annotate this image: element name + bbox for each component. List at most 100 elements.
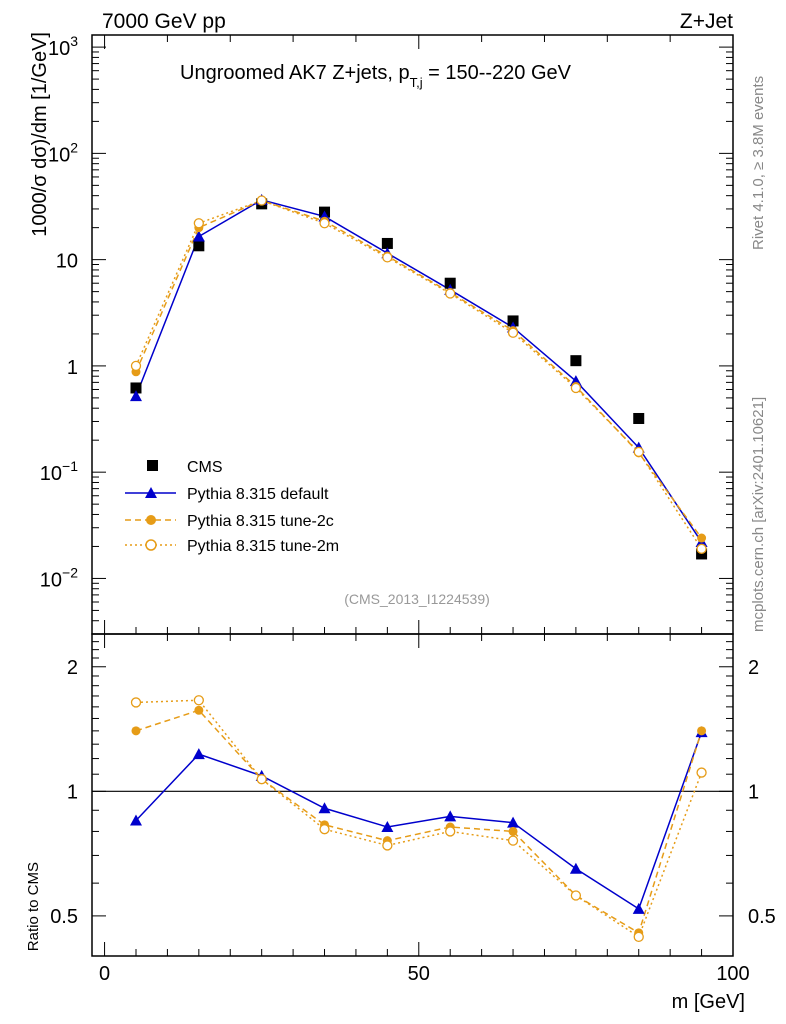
legend-entry-tune-2c: Pythia 8.315 tune-2c	[125, 513, 334, 530]
ratio-y-tick-label-right: 2	[748, 657, 759, 679]
ratio-default-marker	[444, 810, 457, 822]
ratio-y-tick-label: 2	[67, 657, 78, 679]
ratio-default-marker	[192, 748, 205, 760]
ratio-series-line	[135, 731, 703, 910]
main-series-line	[135, 199, 703, 550]
cms-data-point	[570, 355, 582, 367]
ratio-axis-ticks: 0.5 0.5 1 1 2 2 0 50 100	[50, 633, 776, 985]
ratio-default-marker	[632, 902, 645, 914]
main-series-group	[129, 193, 708, 560]
main-y-tick-label: 1	[67, 357, 78, 379]
tune-2m-marker	[382, 252, 393, 263]
cms-data-point	[507, 315, 519, 327]
default-marker	[129, 390, 142, 402]
main-y-tick-base: 10	[48, 38, 70, 60]
main-series-line	[135, 199, 703, 539]
main-y-tick-label: 10	[56, 251, 78, 273]
x-tick-label: 100	[716, 963, 749, 985]
ratio-tune-2c-marker	[131, 726, 141, 736]
ratio-default-marker	[381, 820, 394, 832]
ratio-tune-2c-marker	[194, 705, 204, 715]
ratio-default-marker	[569, 862, 582, 874]
ratio-plot-frame	[91, 633, 734, 957]
ratio-tune-2m-marker	[696, 767, 707, 778]
ratio-tune-2m-marker	[256, 774, 267, 785]
main-y-tick-exponent: −1	[62, 458, 78, 474]
legend-label-tune-2c: Pythia 8.315 tune-2c	[187, 513, 334, 530]
header-right-label: Z+Jet	[680, 10, 733, 33]
ratio-tune-2m-marker	[193, 695, 204, 706]
main-y-tick-base: 10	[56, 251, 78, 273]
tune-2c-marker	[697, 533, 707, 543]
ratio-tune-2m-marker	[633, 931, 644, 942]
x-tick-label: 50	[408, 963, 430, 985]
ratio-tune-2m-marker	[130, 697, 142, 708]
x-tick-label: 0	[99, 963, 110, 985]
main-y-tick-base: 10	[40, 569, 62, 591]
ratio-tune-2m-marker	[445, 826, 456, 837]
main-y-tick-label: 103	[48, 33, 78, 60]
ratio-series-line	[135, 709, 703, 934]
ratio-tune-2m-marker	[570, 890, 582, 901]
ratio-series-group	[129, 695, 708, 942]
x-axis-label: m [GeV]	[672, 991, 745, 1013]
cms-data-point	[193, 240, 205, 252]
main-title-subscript: T,j	[410, 75, 423, 90]
ratio-tune-2m-marker	[507, 835, 519, 846]
legend-marker-cms	[147, 460, 158, 471]
tune-2m-marker	[256, 195, 267, 206]
main-y-tick-exponent: 3	[70, 33, 78, 49]
tune-2m-marker	[633, 446, 644, 458]
main-title-part1: Ungroomed AK7 Z+jets, p	[180, 62, 410, 84]
main-plot-panel: Ungroomed AK7 Z+jets, pT,j = 150--220 Ge…	[29, 32, 734, 635]
ratio-series-line	[135, 699, 703, 938]
legend-marker-tune-2c	[146, 515, 156, 525]
cms-data-point	[444, 277, 456, 289]
main-y-tick-exponent: 2	[70, 139, 78, 155]
main-y-tick-label: 10−2	[40, 564, 78, 591]
header-left-label: 7000 GeV pp	[102, 10, 226, 33]
ratio-y-tick-label-right: 1	[748, 781, 759, 803]
analysis-watermark: (CMS_2013_I1224539)	[344, 591, 490, 607]
main-y-axis-label: 1000/σ dσ)/dm [1/GeV]	[29, 32, 51, 237]
ratio-default-marker	[318, 802, 331, 814]
main-y-tick-label: 10−1	[40, 458, 78, 485]
ratio-tune-2c-marker	[697, 726, 707, 736]
legend-label-tune-2m: Pythia 8.315 tune-2m	[187, 538, 339, 555]
ratio-tune-2m-marker	[382, 840, 393, 851]
ratio-y-tick-label: 0.5	[50, 906, 78, 928]
main-title-part2: = 150--220 GeV	[423, 62, 572, 84]
mcplots-label: mcplots.cern.ch [arXiv:2401.10621]	[750, 397, 767, 632]
legend-marker-default	[145, 487, 157, 498]
main-y-tick-exponent: −2	[62, 564, 78, 580]
legend-entry-tune-2m: Pythia 8.315 tune-2m	[125, 538, 339, 555]
tune-2m-marker	[445, 288, 456, 299]
cms-data-point	[381, 237, 393, 249]
main-y-tick-base: 1	[67, 357, 78, 379]
cms-data-point	[130, 382, 142, 394]
main-series-line	[135, 199, 703, 543]
tune-2m-marker	[193, 218, 204, 229]
tune-2m-marker	[319, 218, 330, 229]
tune-2m-marker	[507, 327, 519, 338]
legend-entry-cms: CMS	[147, 459, 223, 476]
ratio-default-marker	[129, 814, 142, 826]
ratio-tune-2c-marker	[508, 826, 518, 836]
main-plot-title: Ungroomed AK7 Z+jets, pT,j = 150--220 Ge…	[180, 62, 572, 90]
ratio-default-marker	[507, 816, 520, 828]
tune-2m-marker	[130, 360, 142, 372]
main-y-tick-base: 10	[40, 463, 62, 485]
ratio-plot-panel: Ratio to CMS m [GeV] 0.5 0.5 1 1 2 2 0 50 100	[25, 633, 776, 1013]
legend-label-cms: CMS	[187, 459, 223, 476]
cms-data-point	[633, 412, 645, 424]
tune-2m-marker	[696, 543, 707, 554]
ratio-y-tick-label-right: 0.5	[748, 906, 776, 928]
ratio-y-tick-label: 1	[67, 781, 78, 803]
main-y-tick-label: 102	[48, 139, 78, 166]
ratio-tune-2m-marker	[319, 824, 330, 835]
default-marker	[192, 230, 205, 242]
ratio-y-axis-label: Ratio to CMS	[25, 862, 42, 951]
main-y-tick-base: 10	[48, 144, 70, 166]
